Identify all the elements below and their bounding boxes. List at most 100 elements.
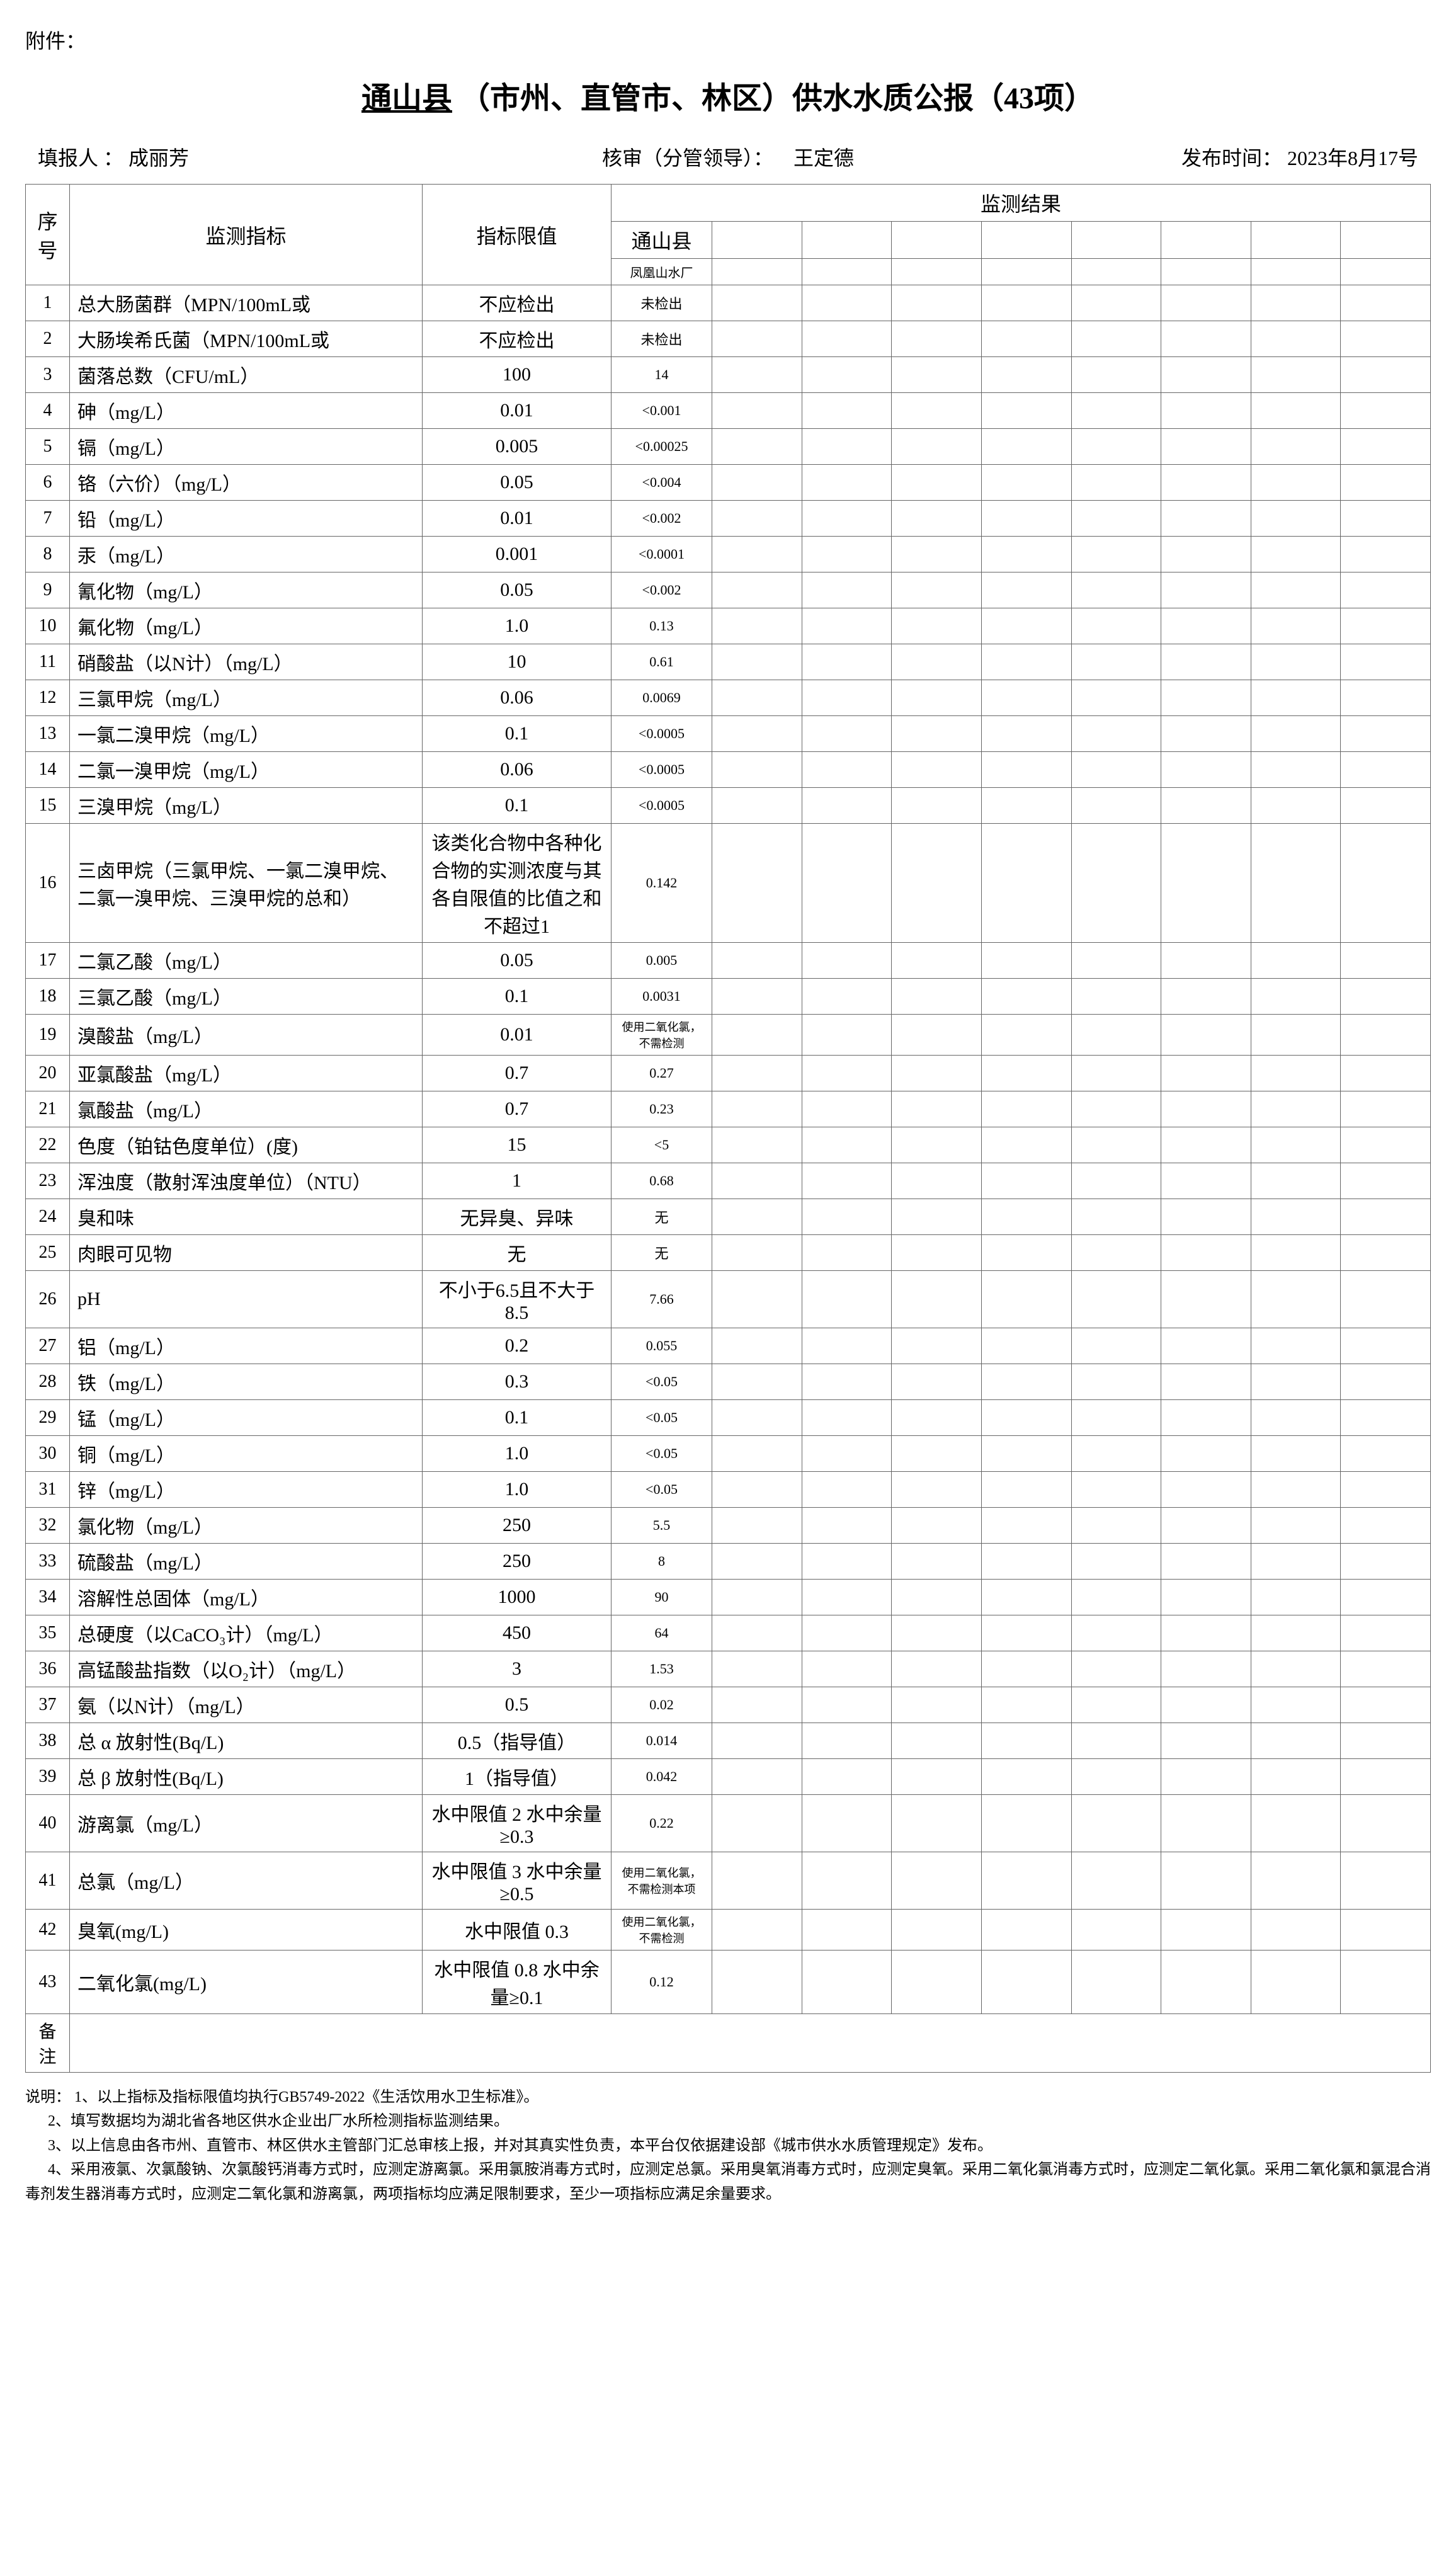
cell-empty [1341, 1235, 1431, 1271]
cell-empty [1341, 1271, 1431, 1328]
cell-empty [802, 1950, 892, 2014]
cell-empty [1161, 1472, 1251, 1508]
cell-limit: 0.06 [423, 680, 611, 716]
cell-empty [1161, 716, 1251, 752]
cell-empty [1341, 1795, 1431, 1852]
table-header-row-1: 序号 监测指标 指标限值 监测结果 [26, 185, 1431, 222]
table-row: 36高锰酸盐指数（以O₂计）（mg/L）31.53 [26, 1651, 1431, 1687]
cell-result: 0.0031 [611, 979, 712, 1015]
cell-limit: 0.06 [423, 752, 611, 788]
cell-result: <5 [611, 1127, 712, 1163]
cell-empty [1341, 644, 1431, 680]
cell-empty [1341, 1723, 1431, 1759]
cell-empty [892, 716, 982, 752]
cell-seq: 31 [26, 1472, 70, 1508]
cell-empty [1161, 1056, 1251, 1091]
cell-seq: 38 [26, 1723, 70, 1759]
cell-empty [981, 1910, 1071, 1950]
cell-empty [892, 285, 982, 321]
cell-empty [1341, 1852, 1431, 1910]
header-info: 填报人 ： 成丽芳 核审（分管领导）： 王定德 发布时间： 2023年8月17号 [25, 142, 1431, 171]
cell-empty [802, 1508, 892, 1544]
cell-empty [1071, 537, 1161, 572]
empty-header [892, 222, 982, 259]
table-row: 3菌落总数（CFU/mL）10014 [26, 357, 1431, 393]
cell-empty [802, 321, 892, 357]
cell-empty [892, 1127, 982, 1163]
table-row: 6铬（六价）（mg/L）0.05<0.004 [26, 465, 1431, 501]
cell-empty [981, 1163, 1071, 1199]
cell-empty [1251, 788, 1341, 824]
table-row: 42臭氧(mg/L)水中限值 0.3使用二氧化氯，不需检测 [26, 1910, 1431, 1950]
cell-empty [1071, 1235, 1161, 1271]
cell-seq: 24 [26, 1199, 70, 1235]
cell-empty [1071, 979, 1161, 1015]
cell-empty [1251, 572, 1341, 608]
cell-empty [981, 357, 1071, 393]
cell-indicator: 三氯乙酸（mg/L） [70, 979, 423, 1015]
table-row: 37氨（以N计）（mg/L）0.50.02 [26, 1687, 1431, 1723]
table-row: 22色度（铂钴色度单位）(度)15<5 [26, 1127, 1431, 1163]
cell-empty [1161, 1328, 1251, 1364]
cell-empty [1341, 1328, 1431, 1364]
cell-empty [712, 979, 802, 1015]
pubtime-value: 2023年8月17号 [1287, 147, 1418, 169]
cell-indicator: 二氧化氯(mg/L) [70, 1950, 423, 2014]
cell-empty [712, 716, 802, 752]
cell-seq: 17 [26, 943, 70, 979]
pubtime-label: 发布时间： [1181, 147, 1282, 169]
cell-empty [802, 1723, 892, 1759]
cell-result: 使用二氧化氯，不需检测本项 [611, 1852, 712, 1910]
cell-empty [1251, 1580, 1341, 1615]
table-row: 8汞（mg/L）0.001<0.0001 [26, 537, 1431, 572]
cell-limit: 250 [423, 1544, 611, 1580]
cell-seq: 26 [26, 1271, 70, 1328]
col-result-group-header: 监测结果 [611, 185, 1431, 222]
reviewer-name: 王定德 [793, 147, 854, 169]
cell-empty [1161, 943, 1251, 979]
cell-indicator: 锌（mg/L） [70, 1472, 423, 1508]
cell-empty [802, 979, 892, 1015]
cell-empty [892, 979, 982, 1015]
page-title: 通山县 （市州、直管市、林区）供水水质公报（43项） [25, 73, 1431, 117]
cell-empty [892, 1723, 982, 1759]
remark-cell [70, 2014, 1431, 2073]
cell-indicator: 砷（mg/L） [70, 393, 423, 429]
cell-result: 5.5 [611, 1508, 712, 1544]
cell-empty [712, 1199, 802, 1235]
cell-indicator: 铝（mg/L） [70, 1328, 423, 1364]
pubtime-block: 发布时间： 2023年8月17号 [958, 142, 1418, 171]
cell-empty [1161, 1508, 1251, 1544]
cell-empty [1251, 1852, 1341, 1910]
cell-limit: 0.7 [423, 1056, 611, 1091]
cell-empty [712, 1795, 802, 1852]
cell-empty [712, 1580, 802, 1615]
cell-seq: 2 [26, 321, 70, 357]
cell-empty [1341, 1364, 1431, 1400]
cell-empty [802, 680, 892, 716]
cell-empty [981, 1508, 1071, 1544]
cell-empty [1341, 357, 1431, 393]
attachment-label: 附件： [25, 25, 1431, 54]
cell-result: 14 [611, 357, 712, 393]
cell-empty [1341, 1056, 1431, 1091]
cell-empty [1071, 680, 1161, 716]
table-row: 12三氯甲烷（mg/L）0.060.0069 [26, 680, 1431, 716]
cell-seq: 14 [26, 752, 70, 788]
cell-result: <0.0005 [611, 788, 712, 824]
cell-seq: 18 [26, 979, 70, 1015]
cell-limit: 无 [423, 1235, 611, 1271]
cell-empty [1071, 1723, 1161, 1759]
cell-empty [1071, 1795, 1161, 1852]
cell-indicator: 一氯二溴甲烷（mg/L） [70, 716, 423, 752]
cell-indicator: 锰（mg/L） [70, 1400, 423, 1436]
cell-empty [712, 943, 802, 979]
cell-result: 0.61 [611, 644, 712, 680]
cell-limit: 该类化合物中各种化合物的实测浓度与其各自限值的比值之和不超过1 [423, 824, 611, 943]
cell-empty [802, 1271, 892, 1328]
cell-empty [1071, 1364, 1161, 1400]
cell-empty [892, 357, 982, 393]
empty-header [981, 259, 1071, 285]
cell-empty [712, 1400, 802, 1436]
cell-result: 0.014 [611, 1723, 712, 1759]
